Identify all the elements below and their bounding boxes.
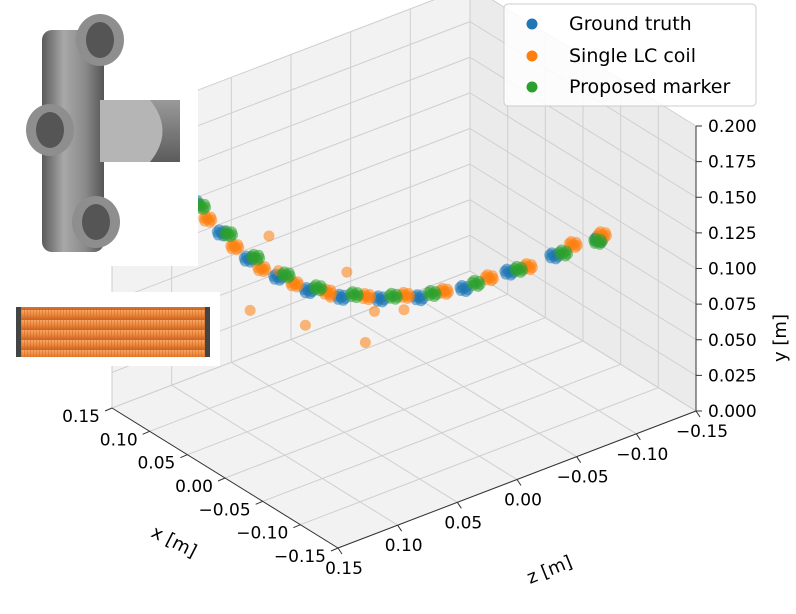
data-point (454, 282, 466, 293)
data-points (154, 130, 612, 348)
data-point (219, 227, 231, 239)
data-point (308, 281, 320, 293)
z-tick-label: −0.10 (616, 445, 668, 465)
x-tick-mark (180, 454, 188, 459)
data-point (588, 234, 600, 246)
z-tick-mark (516, 479, 522, 486)
x-tick-mark (293, 524, 301, 529)
legend-marker-proposed-marker (526, 81, 538, 93)
y-tick-label: 0.150 (708, 188, 757, 208)
lc-coil-image (10, 292, 220, 366)
x-tick-mark (330, 547, 339, 552)
grid-line-y (111, 163, 471, 302)
z-tick-label: 0.15 (325, 559, 363, 579)
legend: Ground truth Single LC coil Proposed mar… (503, 3, 757, 107)
z-tick-label: 0.10 (385, 536, 423, 556)
z-tick-label: −0.15 (676, 422, 728, 442)
z-tick-mark (635, 433, 641, 441)
z-tick-label: −0.05 (557, 468, 609, 488)
data-point (398, 304, 410, 316)
data-point (341, 266, 353, 278)
z-tick-mark (397, 524, 403, 532)
tick-labels: −0.15−0.10−0.050.000.050.100.150.150.100… (62, 117, 757, 579)
grid-line-y (469, 128, 697, 269)
data-point (325, 291, 337, 303)
marker-model-image (10, 8, 198, 266)
x-tick-label: 0.10 (100, 430, 138, 450)
legend-label-ground-truth: Ground truth (569, 13, 692, 35)
data-point (466, 276, 478, 288)
grid-line-z (171, 384, 398, 526)
data-point (368, 305, 380, 317)
grid-line-z (290, 339, 518, 480)
legend-marker-single-lc-coil (526, 50, 538, 62)
grid-line-z (410, 293, 637, 435)
x-tick-label: −0.05 (199, 500, 251, 520)
grid-line-z (350, 316, 577, 458)
grid-line-y (469, 270, 697, 412)
z-tick-mark (576, 456, 582, 463)
data-point (544, 249, 556, 261)
y-tick-label: 0.075 (708, 295, 757, 315)
data-point (509, 262, 521, 274)
x-tick-label: −0.15 (274, 547, 326, 567)
data-point (263, 230, 275, 242)
x-axis-label: x [m] (148, 522, 200, 562)
x-tick-label: 0.00 (175, 477, 213, 497)
x-tick-label: 0.15 (62, 407, 100, 427)
data-point (276, 268, 288, 280)
legend-label-single-lc-coil: Single LC coil (569, 45, 696, 67)
grid-line-y (469, 163, 697, 305)
data-point (198, 212, 210, 224)
data-point (383, 289, 395, 301)
z-tick-label: 0.05 (444, 513, 482, 533)
data-point (225, 240, 237, 252)
z-axis-label: z [m] (524, 552, 575, 589)
z-tick-mark (337, 547, 343, 555)
z-tick-label: 0.00 (504, 491, 542, 511)
data-point (359, 336, 371, 348)
grid-line-y (469, 234, 697, 376)
grid-line-y (469, 199, 697, 341)
y-tick-label: 0.100 (708, 260, 757, 280)
data-point (244, 304, 256, 316)
legend-label-proposed-marker: Proposed marker (569, 76, 730, 98)
z-tick-mark (456, 502, 462, 509)
x-tick-label: −0.10 (236, 524, 288, 544)
grid-line-z (231, 361, 458, 503)
data-point (345, 288, 357, 300)
grid-line-y (469, 92, 697, 234)
x-tick-mark (142, 430, 150, 435)
x-tick-mark (255, 500, 263, 505)
y-axis-label: y [m] (770, 314, 791, 362)
data-point (554, 246, 565, 258)
data-point (499, 265, 511, 277)
legend-marker-ground-truth (526, 18, 538, 30)
z-tick-mark (695, 410, 701, 418)
x-tick-mark (217, 477, 226, 482)
y-tick-label: 0.025 (708, 366, 757, 386)
y-tick-label: 0.200 (708, 117, 757, 137)
data-point (246, 250, 258, 262)
data-point (422, 287, 434, 299)
y-tick-label: 0.050 (708, 331, 757, 351)
x-tick-label: 0.05 (137, 454, 175, 474)
data-point (299, 319, 311, 331)
y-tick-label: 0.000 (708, 402, 757, 422)
y-tick-label: 0.175 (708, 153, 757, 173)
y-tick-label: 0.125 (708, 224, 757, 244)
x-tick-mark (104, 407, 113, 412)
